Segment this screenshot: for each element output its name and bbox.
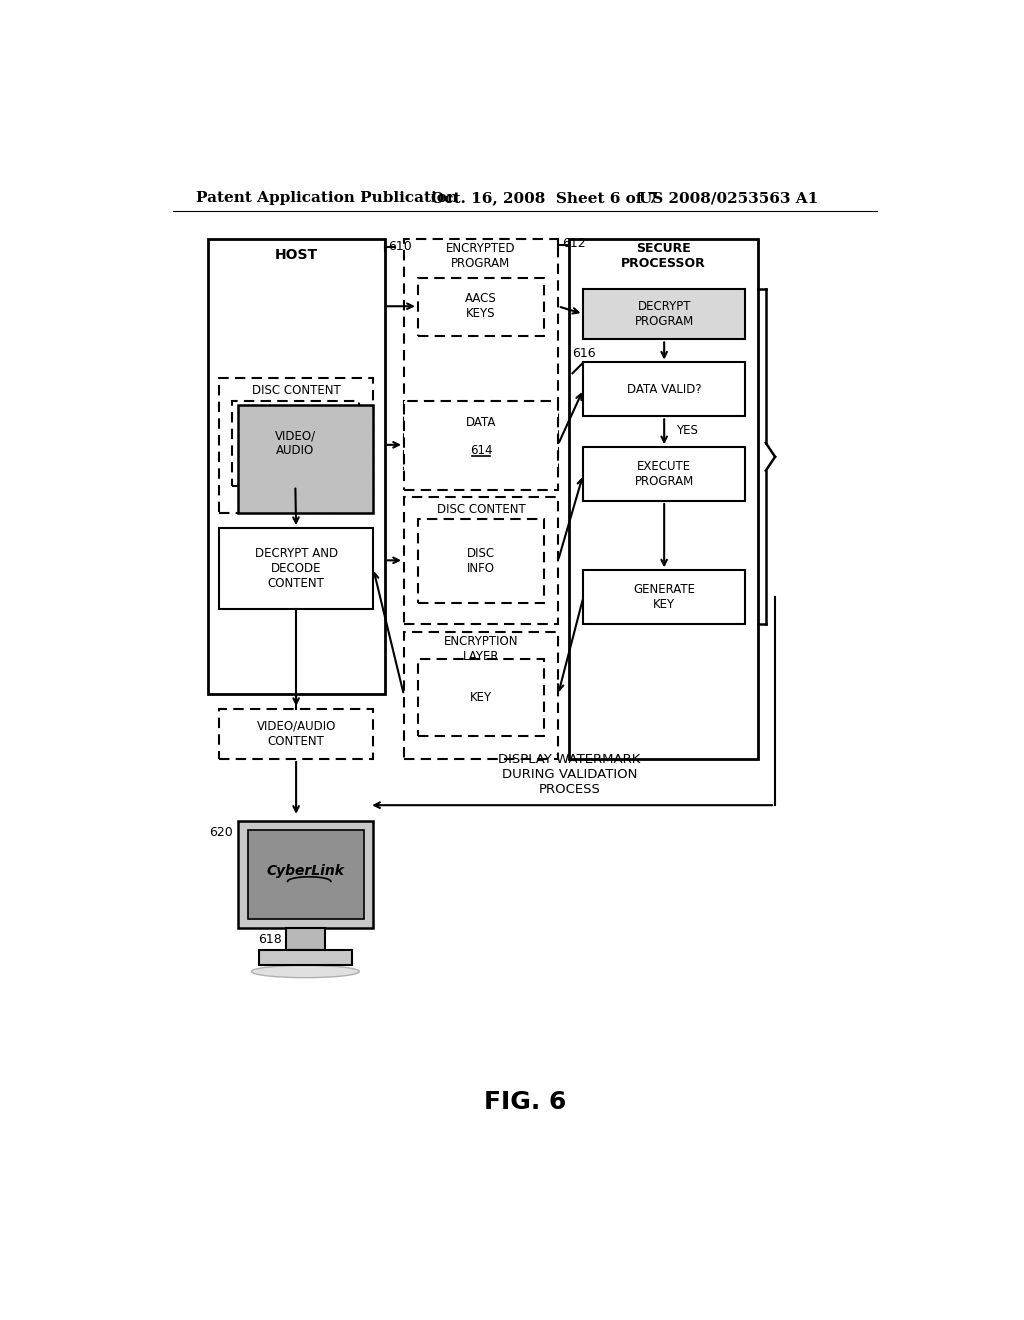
- Text: 612: 612: [562, 236, 586, 249]
- Text: DISPLAY WATERMARK
DURING VALIDATION
PROCESS: DISPLAY WATERMARK DURING VALIDATION PROC…: [499, 752, 641, 796]
- Bar: [239, 821, 373, 928]
- Bar: [286, 928, 325, 950]
- Bar: [418, 659, 544, 737]
- Text: CyberLink: CyberLink: [266, 863, 344, 878]
- Bar: [584, 447, 745, 502]
- Bar: [403, 498, 558, 624]
- Text: VIDEO/AUDIO
CONTENT: VIDEO/AUDIO CONTENT: [256, 719, 336, 747]
- Bar: [584, 570, 745, 624]
- Text: 610: 610: [388, 240, 413, 253]
- Bar: [403, 239, 558, 470]
- Text: DISC CONTENT: DISC CONTENT: [436, 503, 525, 516]
- Text: Oct. 16, 2008  Sheet 6 of 7: Oct. 16, 2008 Sheet 6 of 7: [431, 191, 658, 206]
- Bar: [208, 239, 385, 693]
- Bar: [219, 528, 373, 609]
- Text: AACS
KEYS: AACS KEYS: [465, 292, 497, 321]
- Text: EXECUTE
PROGRAM: EXECUTE PROGRAM: [635, 461, 694, 488]
- Text: GENERATE
KEY: GENERATE KEY: [633, 583, 695, 611]
- Text: 616: 616: [572, 347, 596, 360]
- Bar: [232, 401, 359, 486]
- Text: DATA VALID?: DATA VALID?: [627, 383, 701, 396]
- Text: KEY: KEY: [470, 690, 492, 704]
- Bar: [403, 632, 558, 759]
- Bar: [584, 289, 745, 339]
- Ellipse shape: [252, 965, 359, 978]
- Bar: [569, 239, 758, 759]
- Text: YES: YES: [676, 424, 698, 437]
- Text: Patent Application Publication: Patent Application Publication: [196, 191, 458, 206]
- Text: DISC CONTENT: DISC CONTENT: [252, 384, 341, 397]
- Bar: [418, 519, 544, 603]
- Text: HOST: HOST: [274, 248, 317, 261]
- Text: 614: 614: [470, 445, 493, 458]
- Bar: [219, 709, 373, 759]
- Text: ENCRYPTION
LAYER: ENCRYPTION LAYER: [443, 635, 518, 663]
- Bar: [219, 378, 373, 512]
- Text: DECRYPT AND
DECODE
CONTENT: DECRYPT AND DECODE CONTENT: [255, 546, 338, 590]
- Text: 620: 620: [209, 825, 233, 838]
- Text: ENCRYPTED
PROGRAM: ENCRYPTED PROGRAM: [446, 242, 516, 271]
- Text: SECURE
PROCESSOR: SECURE PROCESSOR: [621, 242, 706, 271]
- Text: 618: 618: [258, 933, 283, 945]
- Text: DATA: DATA: [466, 416, 496, 429]
- Bar: [259, 950, 351, 965]
- Bar: [248, 830, 364, 919]
- Text: FIG. 6: FIG. 6: [483, 1089, 566, 1114]
- Text: DISC
INFO: DISC INFO: [467, 546, 495, 576]
- Bar: [403, 401, 558, 490]
- Bar: [584, 363, 745, 416]
- Bar: [418, 277, 544, 335]
- Text: VIDEO/
AUDIO: VIDEO/ AUDIO: [274, 429, 315, 457]
- Text: US 2008/0253563 A1: US 2008/0253563 A1: [639, 191, 818, 206]
- Polygon shape: [239, 405, 373, 512]
- Text: DECRYPT
PROGRAM: DECRYPT PROGRAM: [635, 300, 694, 327]
